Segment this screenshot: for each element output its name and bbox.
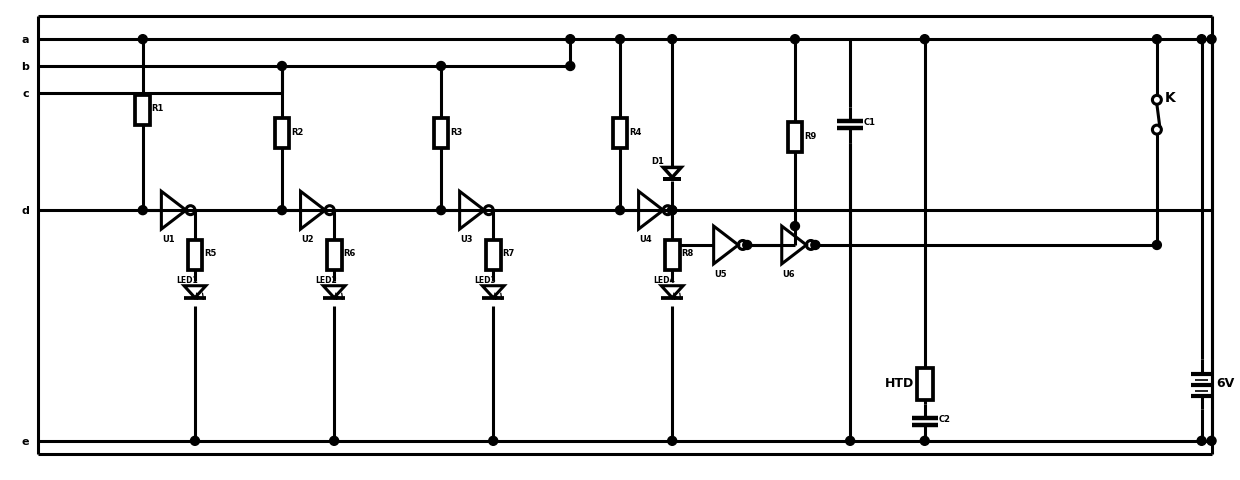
Circle shape <box>489 436 497 445</box>
Text: R8: R8 <box>681 249 693 258</box>
Text: a: a <box>22 35 30 45</box>
Text: R7: R7 <box>502 249 515 258</box>
Circle shape <box>667 36 677 45</box>
Bar <box>663 178 681 181</box>
Text: R1: R1 <box>151 104 164 113</box>
Text: U1: U1 <box>162 235 175 243</box>
Circle shape <box>811 241 820 250</box>
Text: K: K <box>1164 91 1176 105</box>
Bar <box>187 240 202 270</box>
Text: LED3: LED3 <box>475 275 496 284</box>
Circle shape <box>667 206 677 215</box>
Circle shape <box>139 36 148 45</box>
Bar <box>486 240 501 270</box>
Text: d: d <box>21 206 30 216</box>
Circle shape <box>278 62 286 72</box>
Text: R9: R9 <box>804 132 816 140</box>
Text: R6: R6 <box>343 249 356 258</box>
Circle shape <box>139 206 148 215</box>
Polygon shape <box>663 168 681 178</box>
Circle shape <box>1207 436 1216 445</box>
Circle shape <box>790 36 800 45</box>
Text: C1: C1 <box>864 118 877 127</box>
Text: R4: R4 <box>629 127 641 136</box>
Circle shape <box>1207 36 1216 45</box>
Circle shape <box>278 206 286 215</box>
Bar <box>613 119 627 149</box>
Circle shape <box>191 436 200 445</box>
Circle shape <box>565 62 575 72</box>
Text: U4: U4 <box>640 235 652 243</box>
Circle shape <box>667 436 677 445</box>
Text: C2: C2 <box>939 415 951 423</box>
Circle shape <box>790 222 800 231</box>
Bar <box>274 119 289 149</box>
Polygon shape <box>324 286 345 298</box>
Circle shape <box>1152 36 1162 45</box>
Circle shape <box>436 206 445 215</box>
Circle shape <box>743 241 751 250</box>
Text: 6V: 6V <box>1216 376 1235 389</box>
Polygon shape <box>184 286 206 298</box>
Circle shape <box>615 206 625 215</box>
Circle shape <box>1197 36 1207 45</box>
Text: R3: R3 <box>450 127 463 136</box>
Bar <box>326 240 341 270</box>
Circle shape <box>1152 241 1162 250</box>
Polygon shape <box>661 286 683 298</box>
Bar <box>916 369 932 400</box>
Circle shape <box>615 36 625 45</box>
Text: b: b <box>21 62 30 72</box>
Text: U2: U2 <box>301 235 314 243</box>
Circle shape <box>920 436 929 445</box>
Text: e: e <box>22 436 30 446</box>
Text: LED4: LED4 <box>653 275 675 284</box>
Circle shape <box>1197 436 1207 445</box>
Text: U5: U5 <box>714 269 728 278</box>
Circle shape <box>565 36 575 45</box>
Bar <box>135 96 150 125</box>
Text: LED1: LED1 <box>176 275 198 284</box>
Text: U6: U6 <box>782 269 795 278</box>
Circle shape <box>667 206 677 215</box>
Bar <box>434 119 449 149</box>
Circle shape <box>330 436 339 445</box>
Text: D1: D1 <box>651 157 665 166</box>
Text: R5: R5 <box>203 249 216 258</box>
Text: R2: R2 <box>291 127 304 136</box>
Bar <box>787 123 802 153</box>
Text: c: c <box>22 89 29 99</box>
Text: LED2: LED2 <box>315 275 337 284</box>
Circle shape <box>436 62 445 72</box>
Text: U3: U3 <box>460 235 474 243</box>
Circle shape <box>920 36 929 45</box>
Circle shape <box>846 436 854 445</box>
Polygon shape <box>482 286 505 298</box>
Text: HTD: HTD <box>885 376 914 389</box>
Bar <box>665 240 680 270</box>
